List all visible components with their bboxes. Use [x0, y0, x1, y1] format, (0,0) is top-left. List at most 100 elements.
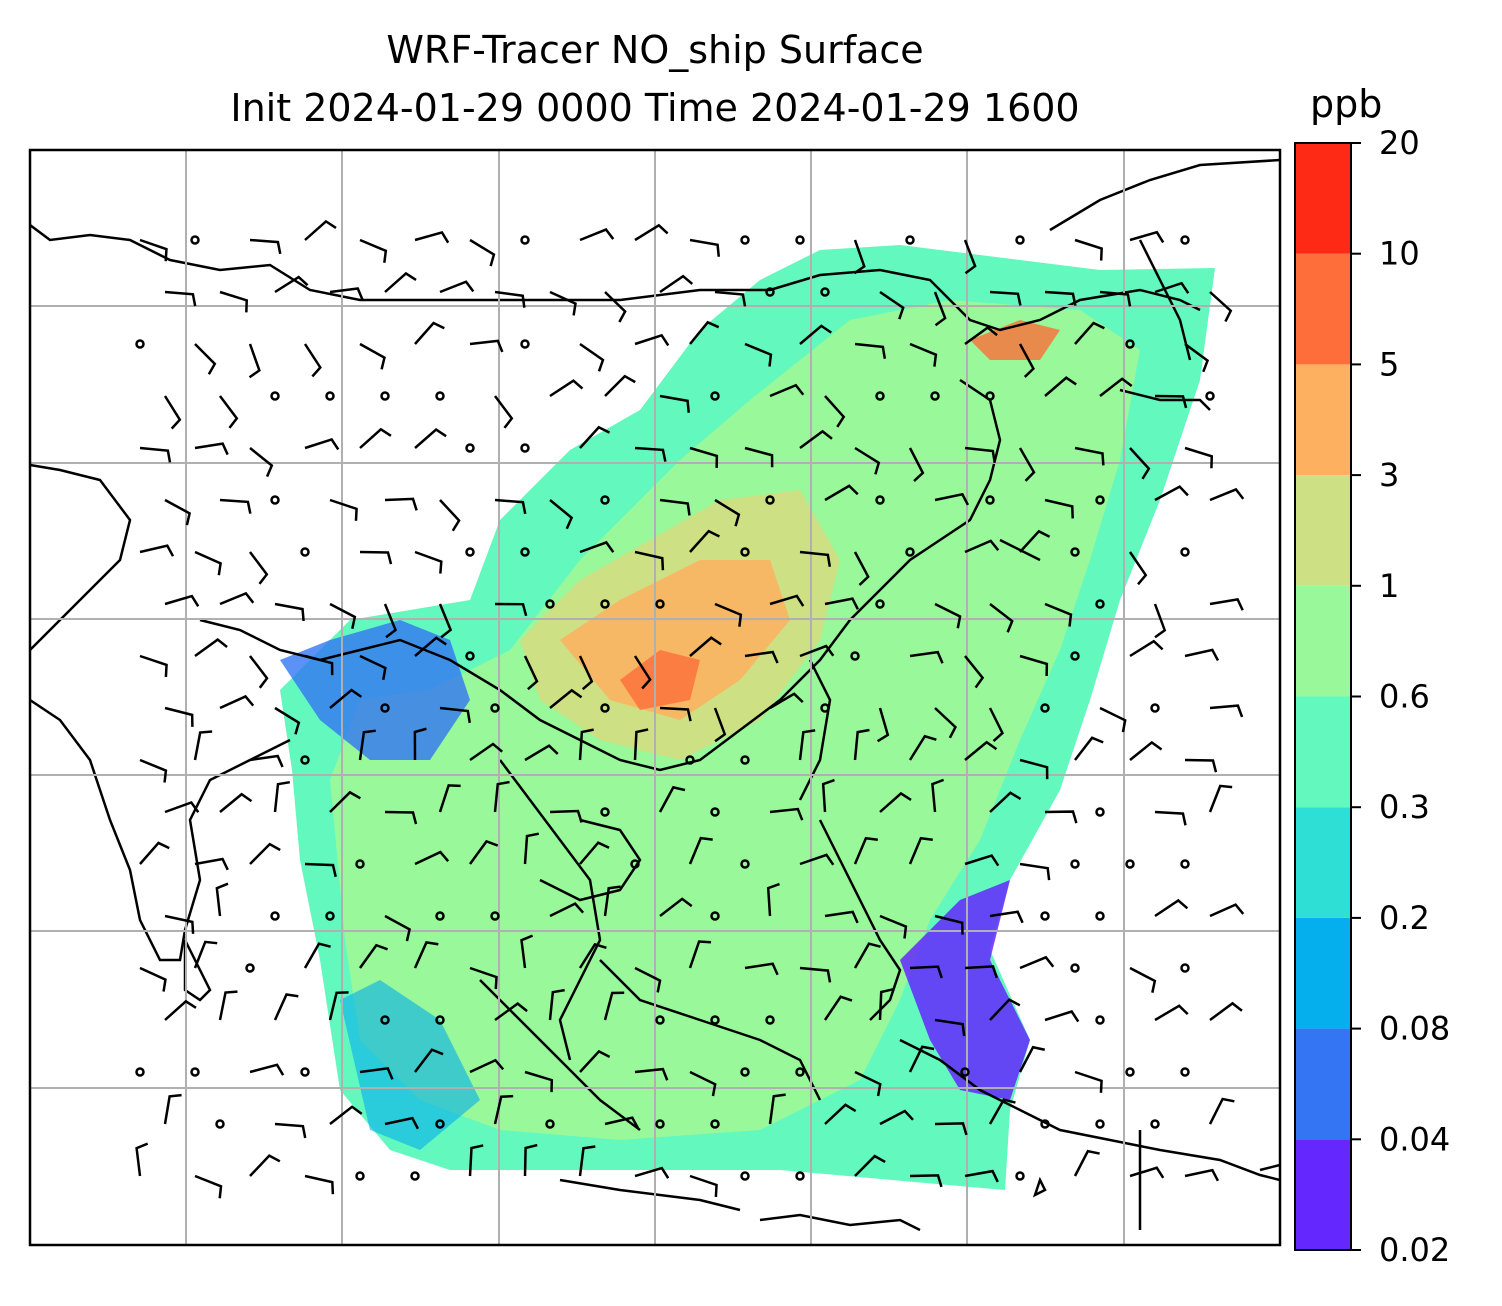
- wind-barb: [329, 287, 364, 301]
- wind-barb: [909, 1174, 943, 1188]
- colorbar-tick-label: 0.2: [1379, 899, 1430, 937]
- wind-barb: [578, 655, 594, 691]
- wind-barb: [163, 1093, 182, 1125]
- wind-barb: [1154, 394, 1188, 409]
- wind-barb: [549, 902, 585, 918]
- wind-barb: [414, 850, 450, 866]
- wind-barb: [853, 836, 878, 865]
- wind-barb: [934, 1018, 966, 1037]
- calm-wind-circle: [1125, 339, 1135, 349]
- wind-barb: [604, 1116, 640, 1129]
- colorbar-segment: [1295, 585, 1351, 697]
- colorbar: 0.02 0.04 0.08 0.2 0.3 0.6 1 3 5 10 20: [1294, 124, 1450, 1269]
- wind-barb: [359, 654, 387, 681]
- wind-barb: [989, 603, 1014, 633]
- colorbar-segment: [1295, 1139, 1351, 1250]
- calm-wind-circle: [270, 391, 280, 401]
- calm-wind-circle: [960, 1067, 970, 1077]
- calm-wind-circle: [930, 391, 940, 401]
- wind-barb: [1044, 1010, 1080, 1023]
- wind-barb: [854, 1154, 886, 1177]
- wind-barb: [799, 644, 835, 658]
- wind-barb: [164, 999, 197, 1021]
- wind-barb: [934, 707, 957, 739]
- wind-barb: [658, 785, 686, 813]
- calm-wind-circle: [655, 599, 665, 609]
- wind-barb: [964, 854, 1000, 867]
- wind-barb: [219, 498, 252, 514]
- wind-barb: [931, 778, 945, 813]
- wind-barb: [934, 602, 962, 629]
- calm-wind-circle: [740, 547, 750, 557]
- wind-barb: [799, 550, 832, 567]
- calm-wind-circle: [520, 235, 530, 245]
- wind-barb: [964, 539, 1000, 554]
- wind-barb: [1129, 1166, 1165, 1179]
- wind-barb: [964, 326, 998, 346]
- wind-barb: [824, 395, 846, 428]
- wind-barb: [634, 446, 667, 462]
- wind-barb: [219, 694, 255, 710]
- calm-wind-circle: [135, 1067, 145, 1077]
- wind-barb: [689, 238, 721, 257]
- wind-barb: [249, 842, 281, 865]
- calm-wind-circle: [1095, 495, 1105, 505]
- wind-barb: [358, 729, 376, 761]
- wind-barb: [1074, 238, 1103, 261]
- wind-barb: [359, 342, 386, 370]
- wind-barb: [634, 1067, 669, 1081]
- colorbar-segment: [1295, 696, 1351, 808]
- map-title-line1: WRF-Tracer NO_ship Surface: [386, 28, 924, 72]
- wind-barb: [194, 637, 228, 658]
- colorbar-unit-label: ppb: [1310, 82, 1383, 126]
- wind-barb: [194, 550, 222, 576]
- wind-barb: [1154, 485, 1189, 502]
- field-layer-peak-2: [970, 320, 1060, 360]
- wind-barb: [139, 238, 168, 262]
- wind-barb: [384, 914, 412, 942]
- wind-barb: [909, 965, 943, 979]
- wind-barb: [854, 342, 887, 359]
- calm-wind-circle: [710, 807, 720, 817]
- wind-barb: [799, 429, 833, 450]
- calm-wind-circle: [135, 339, 145, 349]
- wind-barb: [383, 603, 398, 639]
- wind-barb: [359, 238, 388, 263]
- calm-wind-circle: [1070, 859, 1080, 869]
- wind-barb: [303, 942, 331, 969]
- wind-barb: [989, 910, 1024, 924]
- wind-barb: [249, 447, 274, 478]
- calm-wind-circle: [545, 1119, 555, 1129]
- map-frame: [28, 148, 1282, 1247]
- wind-barb: [659, 274, 694, 294]
- wind-barb: [578, 942, 607, 969]
- wind-barb: [248, 343, 261, 379]
- wind-barb: [964, 446, 997, 464]
- calm-wind-circle: [1095, 599, 1105, 609]
- wind-barb: [304, 437, 340, 451]
- wind-barb: [1154, 898, 1189, 918]
- wind-barb: [413, 727, 427, 761]
- wind-barb: [329, 790, 361, 813]
- wind-barb: [909, 650, 944, 664]
- field-layer-hot: [560, 560, 790, 720]
- wind-barb: [139, 446, 172, 463]
- wind-barb: [1129, 447, 1151, 480]
- wind-barb: [1184, 446, 1214, 469]
- field-layer-edge-low: [900, 880, 1030, 1100]
- wind-barb: [414, 428, 447, 449]
- wind-barb: [1044, 498, 1074, 519]
- calm-wind-circle: [905, 235, 915, 245]
- wind-barb: [384, 271, 417, 293]
- wind-barb: [469, 966, 498, 990]
- wind-barb: [798, 729, 816, 761]
- wind-barb: [164, 498, 192, 526]
- wind-barb: [908, 836, 933, 865]
- wind-barb: [853, 728, 870, 761]
- calm-wind-circle: [1125, 1067, 1135, 1077]
- wind-barb: [524, 1070, 554, 1093]
- colorbar-tick-label: 0.6: [1379, 678, 1430, 716]
- wind-barb: [688, 940, 712, 969]
- calm-wind-circle: [1070, 651, 1080, 661]
- wind-barb: [934, 914, 964, 935]
